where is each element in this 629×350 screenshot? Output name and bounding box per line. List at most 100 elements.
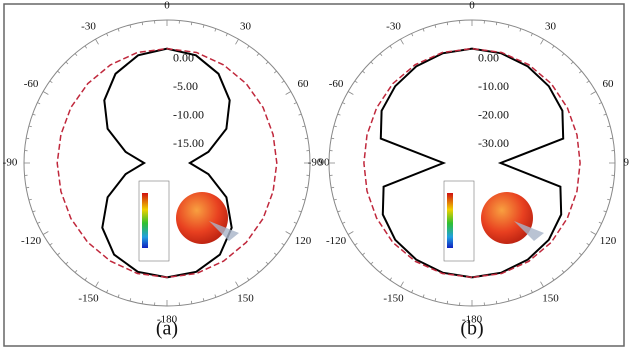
minor-tick — [298, 113, 302, 116]
radial-tick-label: -10.00 — [478, 79, 509, 93]
radial-tick-label: -10.00 — [173, 108, 204, 122]
minor-tick — [578, 252, 582, 256]
minor-tick — [28, 198, 32, 201]
angle-label: -60 — [329, 78, 344, 90]
pattern-curve — [379, 47, 565, 279]
angle-label: -180 — [462, 314, 483, 326]
angle-label: -90 — [308, 157, 323, 169]
minor-tick — [570, 261, 574, 265]
minor-tick — [37, 102, 41, 105]
inset-sphere — [481, 192, 533, 244]
angle-label: 90 — [624, 157, 629, 169]
minor-tick — [57, 70, 61, 74]
minor-tick — [106, 289, 109, 293]
radial-tick-label: -5.00 — [173, 79, 198, 93]
minor-tick — [298, 210, 302, 213]
inset-sphere — [176, 192, 228, 244]
minor-tick — [304, 186, 308, 189]
radial-tick-label: 0.00 — [478, 50, 499, 64]
pattern-curve — [363, 47, 581, 279]
minor-tick — [578, 70, 582, 74]
minor-tick — [214, 28, 217, 32]
minor-tick — [331, 186, 335, 189]
angle-label: -30 — [81, 21, 96, 33]
minor-tick — [347, 91, 354, 95]
minor-tick — [540, 38, 544, 45]
minor-tick — [530, 289, 533, 293]
minor-tick — [129, 24, 132, 28]
minor-tick — [235, 38, 239, 45]
minor-tick — [32, 210, 36, 213]
minor-tick — [273, 252, 277, 256]
angle-label: -120 — [326, 235, 347, 247]
angle-label: 60 — [602, 78, 614, 90]
minor-tick — [246, 45, 250, 49]
minor-tick — [342, 221, 346, 224]
minor-tick — [411, 289, 414, 293]
minor-tick — [362, 70, 366, 74]
minor-tick — [57, 252, 61, 256]
minor-tick — [141, 22, 144, 26]
minor-tick — [28, 125, 32, 128]
minor-tick — [570, 61, 574, 65]
minor-tick — [285, 231, 292, 235]
angle-label: -180 — [157, 314, 178, 326]
minor-tick — [26, 137, 30, 140]
minor-tick — [42, 231, 49, 235]
minor-tick — [84, 45, 88, 49]
minor-tick — [333, 198, 337, 201]
minor-tick — [331, 137, 335, 140]
minor-tick — [598, 102, 602, 105]
minor-tick — [37, 221, 41, 224]
minor-tick — [609, 137, 613, 140]
minor-tick — [95, 281, 99, 288]
angle-label: 150 — [542, 292, 559, 304]
minor-tick — [256, 269, 260, 273]
minor-tick — [586, 242, 590, 246]
minor-tick — [495, 22, 498, 26]
minor-tick — [446, 22, 449, 26]
minor-tick — [214, 294, 217, 298]
minor-tick — [422, 28, 425, 32]
minor-tick — [235, 281, 239, 288]
minor-tick — [379, 269, 383, 273]
minor-tick — [256, 53, 260, 57]
minor-tick — [265, 261, 269, 265]
minor-tick — [302, 125, 306, 128]
minor-tick — [561, 269, 565, 273]
minor-tick — [446, 300, 449, 304]
minor-tick — [590, 231, 597, 235]
minor-tick — [95, 38, 99, 45]
minor-tick — [74, 269, 78, 273]
minor-tick — [42, 91, 49, 95]
minor-tick — [422, 294, 425, 298]
minor-tick — [598, 221, 602, 224]
minor-tick — [129, 298, 132, 302]
minor-tick — [265, 61, 269, 65]
minor-tick — [333, 125, 337, 128]
minor-tick — [519, 294, 522, 298]
minor-tick — [590, 91, 597, 95]
radial-tick-label: -30.00 — [478, 136, 509, 150]
minor-tick — [225, 289, 228, 293]
minor-tick — [202, 24, 205, 28]
minor-tick — [65, 61, 69, 65]
angle-label: 150 — [237, 292, 254, 304]
minor-tick — [507, 298, 510, 302]
minor-tick — [246, 277, 250, 281]
minor-tick — [561, 53, 565, 57]
minor-tick — [354, 242, 358, 246]
minor-tick — [400, 281, 404, 288]
minor-tick — [507, 24, 510, 28]
minor-tick — [32, 113, 36, 116]
angle-label: -90 — [3, 157, 18, 169]
minor-tick — [530, 33, 533, 37]
minor-tick — [607, 198, 611, 201]
angle-label: 120 — [600, 235, 617, 247]
minor-tick — [337, 113, 341, 116]
minor-tick — [26, 186, 30, 189]
minor-tick — [362, 252, 366, 256]
minor-tick — [304, 137, 308, 140]
inset-feed — [514, 221, 544, 241]
